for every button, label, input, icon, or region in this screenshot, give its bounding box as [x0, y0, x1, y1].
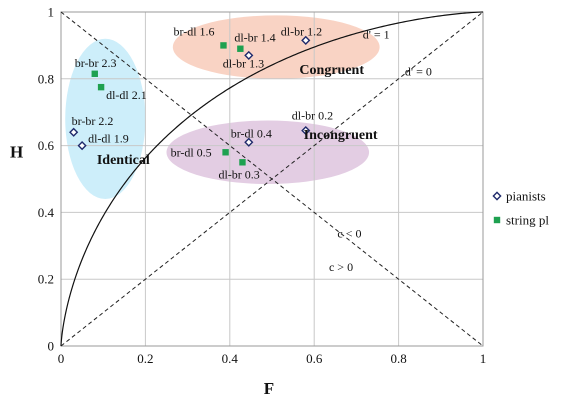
point-string-pl	[222, 149, 229, 156]
x-tick-label: 0.6	[306, 351, 323, 366]
dprime-1-curve	[60, 11, 484, 346]
point-string-pl	[239, 159, 246, 166]
y-axis-title: H	[10, 142, 23, 161]
point-pianists	[301, 35, 311, 45]
x-tick-label: 0	[58, 351, 65, 366]
point-label-pianists: dl-br 0.2	[292, 109, 333, 123]
legend-label-pianists: pianists	[506, 189, 546, 204]
point-label-string-pl: br-dl 0.5	[171, 145, 212, 159]
x-tick-label: 1	[480, 351, 487, 366]
point-pianists	[69, 127, 79, 137]
point-pianists	[77, 141, 87, 151]
group-region-incongruent	[166, 120, 370, 185]
dprime-1-label: d' = 1	[363, 28, 390, 42]
x-tick-label: 0.8	[390, 351, 406, 366]
point-pianists	[244, 50, 254, 61]
point-label-pianists: dl-dl 1.9	[88, 132, 129, 146]
point-label-pianists: dl-br 1.3	[223, 56, 264, 70]
point-string-pl	[220, 42, 227, 49]
point-label-string-pl: br-br 2.3	[75, 56, 117, 70]
point-label-pianists: br-dl 0.4	[231, 126, 272, 140]
group-label-incongruent: Incongruent	[304, 128, 378, 143]
point-label-string-pl: dl-br 0.3	[218, 167, 259, 181]
point-string-pl	[91, 70, 98, 77]
y-tick-label: 0.2	[38, 272, 54, 287]
y-tick-label: 0.4	[38, 205, 55, 220]
point-label-pianists: br-br 2.2	[72, 114, 114, 128]
y-tick-label: 0.6	[38, 138, 55, 153]
ticks-layer: 0 0.2 0.4 0.6 0.8 1 0 0.2 0.4 0.6 0.8 1 F H	[10, 5, 486, 399]
x-tick-label: 0.2	[137, 351, 153, 366]
group-label-congruent: Congruent	[299, 63, 364, 78]
y-tick-label: 0	[48, 339, 55, 354]
c-negative-label: c < 0	[337, 226, 361, 240]
legend: pianists string pl	[492, 189, 549, 228]
x-tick-label: 0.4	[222, 351, 239, 366]
legend-marker-string-pl	[493, 216, 501, 224]
point-label-string-pl: br-dl 1.6	[173, 24, 214, 38]
group-region-congruent	[172, 15, 380, 79]
plot-frame	[60, 11, 484, 347]
criterion-diagonal-line	[60, 11, 484, 347]
point-pianists	[301, 125, 311, 136]
points-layer	[69, 35, 311, 166]
c-positive-label: c > 0	[329, 260, 353, 274]
legend-label-string-pl: string pl	[506, 213, 549, 228]
legend-marker-pianists	[492, 191, 502, 201]
point-label-string-pl: dl-dl 2.1	[106, 88, 147, 102]
point-string-pl	[237, 45, 244, 52]
point-label-pianists: dl-br 1.2	[281, 24, 322, 38]
point-label-string-pl: dl-br 1.4	[234, 31, 275, 45]
x-axis-title: F	[264, 379, 274, 398]
reference-lines-layer	[60, 11, 484, 347]
point-string-pl	[97, 83, 105, 91]
group-label-identical: Identical	[97, 153, 150, 168]
grid-layer	[60, 11, 484, 347]
y-tick-label: 0.8	[38, 71, 54, 86]
y-tick-label: 1	[48, 5, 55, 20]
dprime-0-label: d' = 0	[405, 64, 432, 78]
labels-layer: d' = 1 d' = 0 c < 0 c > 0 Identical Congruent…	[72, 24, 432, 273]
point-pianists	[244, 137, 254, 147]
